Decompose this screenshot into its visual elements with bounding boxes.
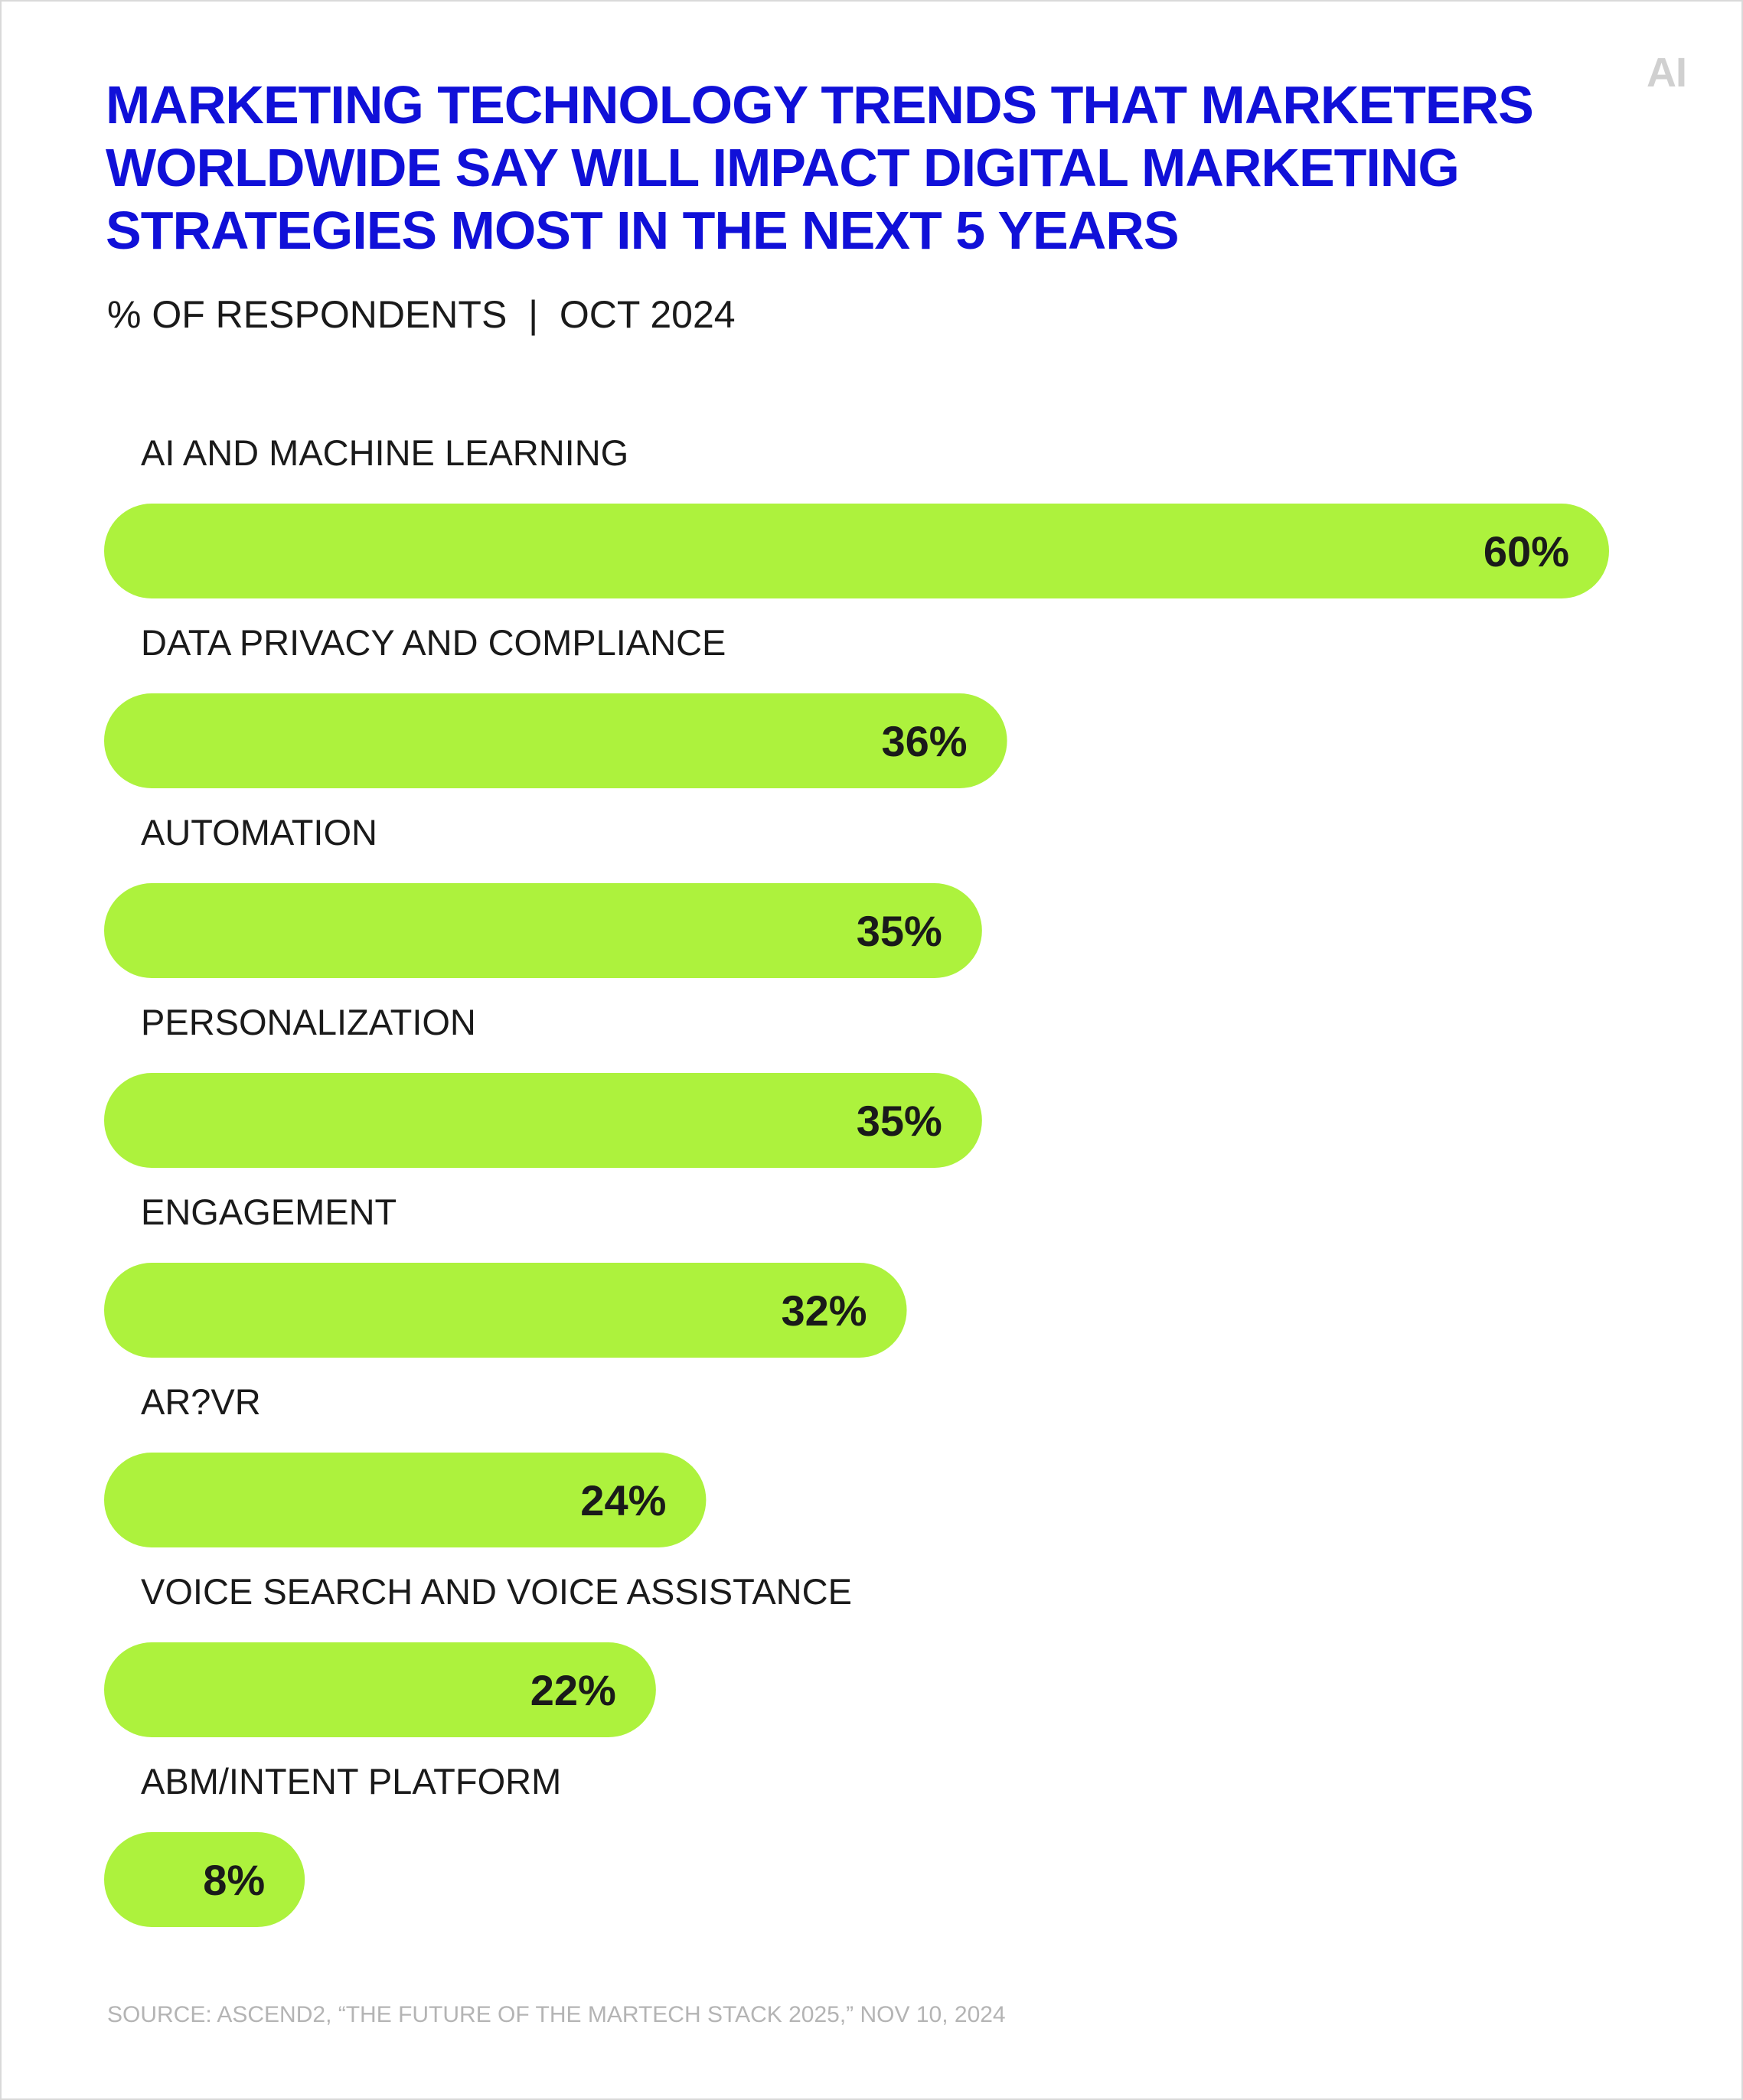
category-label: AI AND MACHINE LEARNING: [141, 432, 628, 473]
category-label: ENGAGEMENT: [141, 1192, 397, 1232]
category-label: VOICE SEARCH AND VOICE ASSISTANCE: [141, 1571, 852, 1612]
value-label: 60%: [1484, 527, 1569, 576]
bar: [104, 1073, 982, 1168]
bar: [104, 1263, 907, 1358]
chart-title: MARKETING TECHNOLOGY TRENDS THAT MARKETE…: [106, 75, 1534, 260]
value-label: 35%: [857, 1097, 942, 1145]
bar: [104, 883, 982, 978]
bar: [104, 1642, 656, 1737]
bar-chart: AI AND MACHINE LEARNING 60% DATA PRIVACY A…: [104, 432, 1609, 1927]
value-label: 22%: [530, 1666, 616, 1714]
chart-subtitle: % OF RESPONDENTS | OCT 2024: [107, 293, 736, 336]
category-label: ABM/INTENT PLATFORM: [141, 1761, 561, 1802]
value-label: 35%: [857, 907, 942, 955]
value-label: 24%: [580, 1476, 666, 1524]
category-label: PERSONALIZATION: [141, 1002, 476, 1042]
value-label: 36%: [882, 717, 968, 765]
category-label: AUTOMATION: [141, 812, 377, 853]
bar: [104, 693, 1007, 788]
value-label: 32%: [781, 1286, 867, 1335]
bar: [104, 1832, 305, 1927]
brand-logo: AI: [1647, 50, 1687, 96]
category-label: AR?VR: [141, 1381, 261, 1422]
bar: [104, 1453, 707, 1547]
bar: [104, 504, 1609, 598]
value-label: 8%: [203, 1856, 265, 1904]
source-note: SOURCE: ASCEND2, “THE FUTURE OF THE MART…: [107, 2002, 1006, 2027]
category-label: DATA PRIVACY AND COMPLIANCE: [141, 622, 726, 663]
